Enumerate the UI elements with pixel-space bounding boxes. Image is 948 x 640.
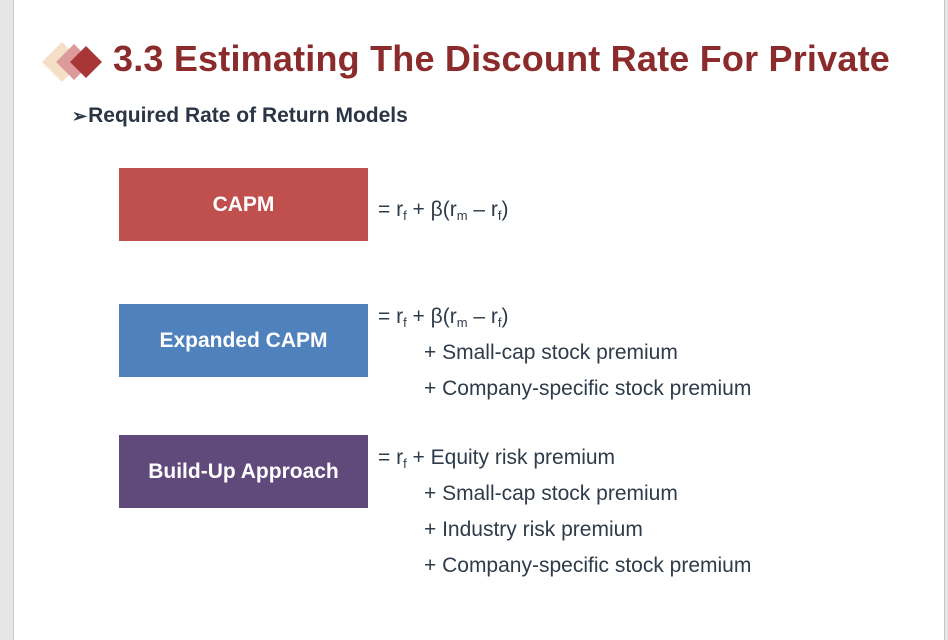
formula-term: + Company-specific stock premium	[424, 377, 752, 400]
build-up-formula: = rf + Equity risk premium + Small-cap s…	[378, 440, 751, 584]
slide-title: 3.3 Estimating The Discount Rate For Pri…	[113, 38, 890, 79]
build-up-approach-box: Build-Up Approach	[119, 435, 368, 508]
formula-term: + Company-specific stock premium	[424, 554, 752, 577]
capm-formula: = rf + β(rm – rf)	[378, 192, 509, 228]
subtitle: ➢Required Rate of Return Models	[72, 104, 408, 128]
expanded-capm-formula: = rf + β(rm – rf) + Small-cap stock prem…	[378, 299, 751, 407]
expanded-capm-box: Expanded CAPM	[119, 304, 368, 377]
formula-line: = rf + Equity risk premium	[378, 446, 616, 471]
formula-term: + Industry risk premium	[424, 518, 643, 541]
subtitle-text: Required Rate of Return Models	[88, 104, 408, 127]
formula-line: = rf + β(rm – rf)	[378, 198, 509, 223]
diamonds-icon	[42, 42, 102, 82]
capm-box: CAPM	[119, 168, 368, 241]
formula-line: = rf + β(rm – rf)	[378, 305, 509, 330]
arrow-bullet-icon: ➢	[72, 106, 88, 126]
slide: 3.3 Estimating The Discount Rate For Pri…	[13, 0, 945, 640]
formula-term: + Small-cap stock premium	[424, 341, 678, 364]
formula-term: + Small-cap stock premium	[424, 482, 678, 505]
